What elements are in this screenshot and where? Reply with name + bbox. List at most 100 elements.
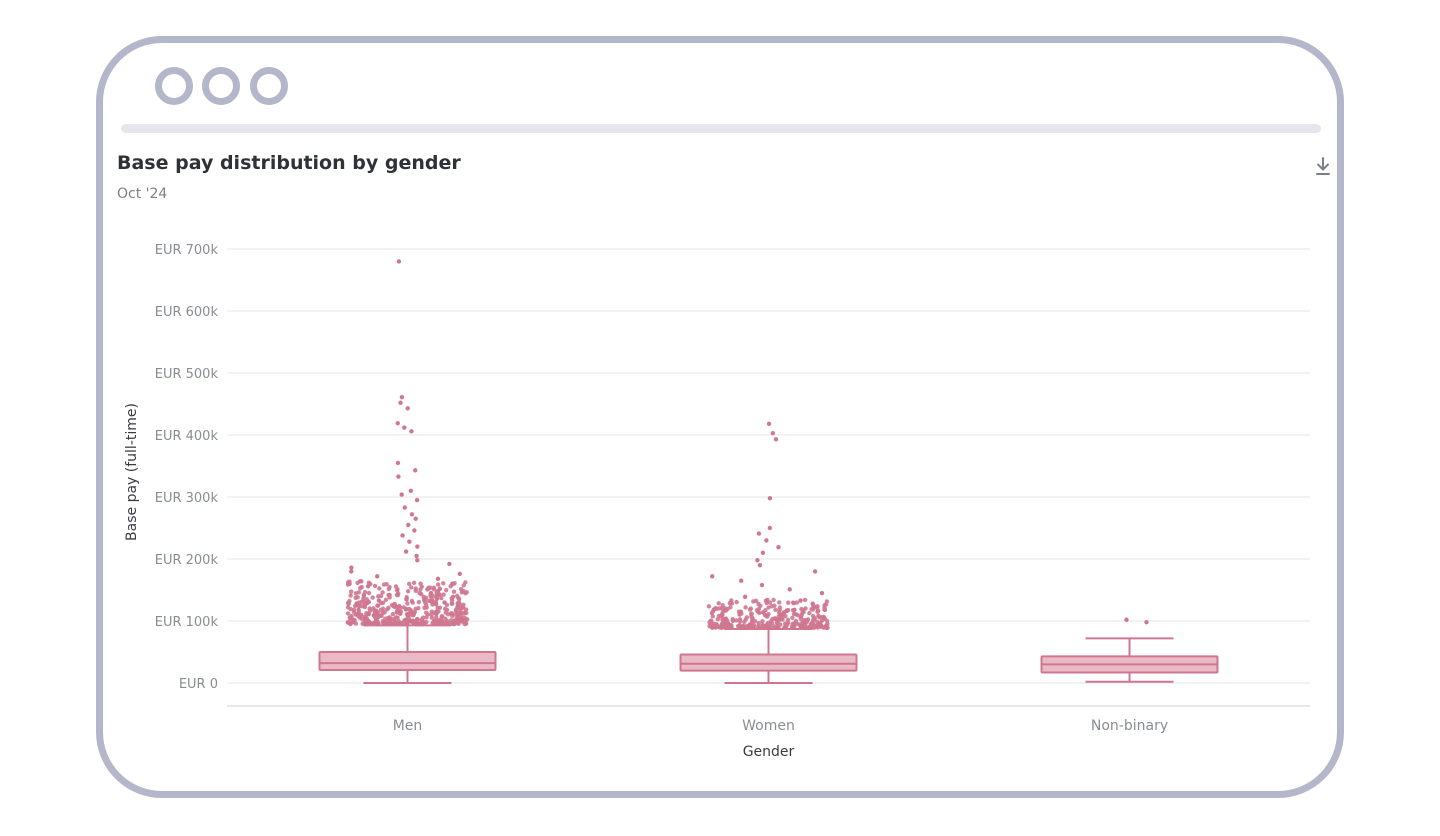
outlier-point xyxy=(456,597,462,602)
outlier-point xyxy=(825,625,830,630)
y-tick-label: EUR 0 xyxy=(179,677,218,692)
outlier-point xyxy=(387,584,392,590)
outlier-point xyxy=(372,583,378,589)
outlier-point xyxy=(416,605,421,611)
outlier-point xyxy=(409,585,414,590)
outlier-point xyxy=(710,574,715,579)
outlier-point xyxy=(414,553,419,559)
outlier-point xyxy=(773,607,778,613)
outlier-point xyxy=(435,620,440,626)
outlier-point xyxy=(394,609,399,615)
outlier-point xyxy=(770,616,775,622)
outlier-point xyxy=(426,598,431,603)
outlier-point xyxy=(385,619,390,624)
outlier-point xyxy=(347,620,352,626)
outlier-point xyxy=(434,596,440,601)
outlier-point xyxy=(433,602,439,607)
outlier-point xyxy=(380,590,385,595)
outlier-point xyxy=(404,596,409,602)
outlier-point xyxy=(454,618,459,624)
outlier-point xyxy=(815,609,820,614)
outlier-point xyxy=(759,582,765,588)
outlier-point xyxy=(715,617,720,622)
outlier-point xyxy=(356,607,361,613)
outlier-point xyxy=(725,621,730,626)
outlier-point xyxy=(359,584,364,590)
outlier-point xyxy=(783,613,788,619)
outlier-point xyxy=(349,565,354,570)
outlier-point xyxy=(348,593,353,598)
outlier-point xyxy=(378,593,384,599)
outlier-point xyxy=(716,601,721,606)
outlier-point xyxy=(370,595,375,600)
y-tick-label: EUR 300k xyxy=(155,491,219,506)
outlier-point xyxy=(783,621,788,626)
outlier-point xyxy=(763,624,769,629)
outlier-point xyxy=(403,607,409,612)
outlier-point xyxy=(405,589,411,594)
outlier-point xyxy=(742,594,748,600)
x-category-label: Men xyxy=(393,718,423,734)
outlier-point xyxy=(415,558,420,563)
outlier-point xyxy=(447,561,452,567)
outlier-point xyxy=(387,592,392,598)
outlier-point xyxy=(727,600,732,606)
outlier-point xyxy=(428,590,434,596)
outlier-point xyxy=(353,591,359,596)
outlier-point xyxy=(415,616,420,622)
outlier-point xyxy=(794,621,799,626)
outlier-point xyxy=(777,607,782,613)
outlier-point xyxy=(720,609,726,615)
outlier-point xyxy=(395,421,400,426)
download-icon xyxy=(1316,157,1330,175)
outlier-point xyxy=(362,603,367,608)
outlier-point xyxy=(767,496,773,501)
outlier-point xyxy=(422,605,427,611)
window-control-dot[interactable] xyxy=(202,67,240,105)
outlier-point xyxy=(764,538,769,543)
window-control-dot[interactable] xyxy=(155,67,193,105)
outlier-point xyxy=(785,617,791,623)
outlier-point xyxy=(408,488,414,493)
outlier-point xyxy=(396,618,401,624)
outlier-point xyxy=(371,613,376,618)
outlier-point xyxy=(417,590,422,596)
outlier-point xyxy=(367,608,373,614)
outlier-point xyxy=(450,594,456,600)
outlier-point xyxy=(786,600,791,605)
window-control-dot[interactable] xyxy=(250,67,288,105)
outlier-point xyxy=(413,516,418,521)
outlier-point xyxy=(375,574,380,579)
outlier-point xyxy=(411,620,416,626)
outlier-point xyxy=(439,596,444,601)
outlier-point xyxy=(448,618,454,623)
outlier-point xyxy=(400,533,405,538)
outlier-point xyxy=(395,591,401,596)
outlier-point xyxy=(463,580,468,585)
outlier-point xyxy=(421,598,427,603)
outlier-point xyxy=(773,437,779,442)
outlier-point xyxy=(402,505,408,510)
outlier-point xyxy=(756,531,762,536)
outlier-point xyxy=(791,600,796,606)
outlier-point xyxy=(414,497,420,503)
outlier-point xyxy=(386,605,391,611)
outlier-point xyxy=(824,618,830,624)
window-address-bar xyxy=(121,124,1321,133)
outlier-point xyxy=(407,539,412,544)
outlier-point xyxy=(795,612,800,618)
outlier-point xyxy=(778,612,783,617)
x-category-label: Women xyxy=(742,718,795,734)
outlier-point xyxy=(345,605,351,610)
outlier-point xyxy=(376,598,382,603)
outlier-point xyxy=(787,587,792,592)
download-button[interactable] xyxy=(1312,154,1334,178)
outlier-point xyxy=(711,607,717,612)
outlier-point xyxy=(380,600,386,605)
outlier-point xyxy=(345,600,351,606)
outlier-point xyxy=(357,579,363,584)
outlier-point xyxy=(393,584,399,589)
outlier-point xyxy=(407,581,412,587)
outlier-point xyxy=(355,595,360,600)
